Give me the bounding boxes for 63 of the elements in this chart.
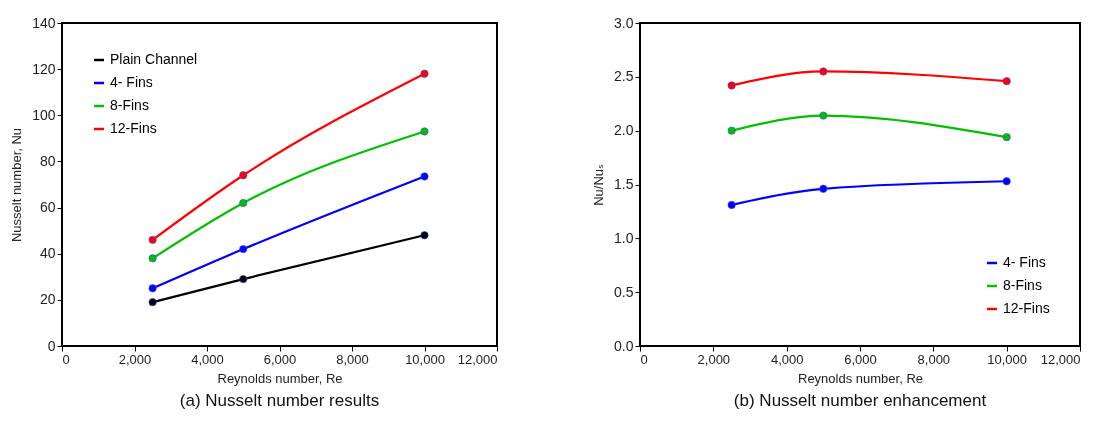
- point: [1002, 177, 1011, 186]
- x-tick-label: 12,000: [1040, 351, 1081, 367]
- y-tick-label: 120: [32, 60, 56, 77]
- legend-label: 4- Fins: [1003, 254, 1046, 270]
- point: [239, 275, 248, 284]
- point: [148, 254, 157, 263]
- point: [420, 172, 429, 181]
- y-tick-label: 60: [39, 199, 56, 216]
- x-tick-label: 2,000: [118, 351, 152, 367]
- point: [727, 81, 736, 90]
- x-axis-title: Reynolds number, Re: [217, 370, 343, 386]
- y-tick-label: 100: [32, 106, 56, 123]
- y-tick-label: 2.5: [614, 68, 634, 85]
- point: [1002, 77, 1011, 86]
- x-tick-label: 8,000: [336, 351, 369, 367]
- legend-label: 4- Fins: [110, 74, 153, 90]
- x-tick-label: 6,000: [263, 351, 297, 367]
- point: [148, 235, 157, 244]
- point: [1002, 133, 1011, 142]
- y-axis-title: Nu/Nuₛ: [591, 164, 607, 206]
- y-tick-label: 1.5: [614, 176, 634, 192]
- point: [819, 67, 828, 76]
- y-tick-label: 140: [32, 14, 56, 31]
- point: [727, 200, 736, 209]
- text: (b) Nusselt number enhancement: [733, 391, 987, 410]
- point: [420, 231, 429, 240]
- legend-label: 8-Fins: [110, 97, 149, 113]
- point: [148, 284, 157, 293]
- point: [819, 111, 828, 120]
- y-tick-label: 20: [39, 291, 56, 308]
- y-axis-title: Nusselt number, Nu: [9, 127, 25, 243]
- x-tick-label: 0: [62, 351, 70, 367]
- y-tick-label: 0.5: [614, 283, 634, 300]
- y-tick-label: 40: [39, 245, 56, 262]
- point: [239, 245, 248, 254]
- x-axis-title: Reynolds number, Re: [797, 370, 924, 386]
- x-tick-label: 12,000: [457, 351, 498, 367]
- legend-label: 12-Fins: [110, 120, 157, 136]
- x-tick-label: 6,000: [844, 351, 877, 367]
- legend-label: Plain Channel: [110, 51, 198, 67]
- y-tick-label: 0.0: [614, 337, 634, 354]
- y-tick-label: 0: [47, 337, 56, 354]
- point: [819, 184, 828, 193]
- x-tick-label: 0: [640, 351, 648, 367]
- point: [420, 127, 429, 136]
- y-tick-label: 1.0: [614, 229, 634, 246]
- text: (a) Nusselt number results: [179, 391, 380, 410]
- x-tick-label: 8,000: [917, 351, 951, 367]
- y-tick-label: 80: [39, 152, 56, 169]
- point: [239, 171, 248, 180]
- point: [420, 69, 429, 78]
- y-tick-label: 3.0: [614, 14, 634, 31]
- x-tick-label: 2,000: [697, 351, 731, 367]
- y-tick-label: 2.0: [614, 122, 634, 139]
- x-tick-label: 10,000: [987, 351, 1028, 367]
- x-tick-label: 10,000: [405, 351, 445, 367]
- point: [148, 298, 157, 307]
- legend-label: 8-Fins: [1003, 277, 1042, 293]
- point: [239, 198, 248, 207]
- point: [727, 126, 736, 135]
- x-tick-label: 4,000: [770, 351, 804, 367]
- legend-label: 12-Fins: [1003, 300, 1050, 316]
- x-tick-label: 4,000: [191, 351, 224, 367]
